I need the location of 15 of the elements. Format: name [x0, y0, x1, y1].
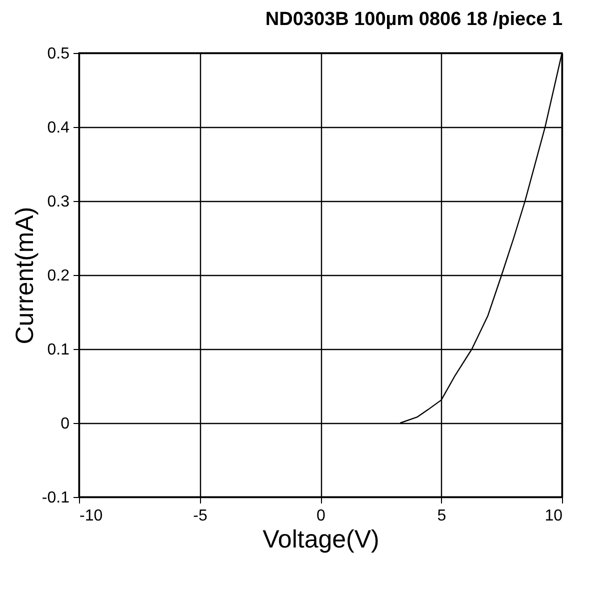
- y-tick-label: 0.3: [47, 194, 70, 210]
- y-tick-label: 0.2: [47, 268, 70, 284]
- y-tick-label: 0: [60, 416, 70, 432]
- x-tick-label: -5: [193, 508, 208, 524]
- y-tick-label: 0.4: [47, 120, 70, 136]
- y-axis-title: Current(mA): [10, 206, 39, 344]
- x-axis-title: Voltage(V): [262, 526, 380, 554]
- y-tick-label: 0.1: [47, 342, 70, 358]
- y-tick-label: 0.5: [47, 46, 70, 62]
- x-tick-label: 5: [437, 508, 446, 524]
- chart-title: ND0303B 100µm 0806 18 /piece 1: [265, 9, 564, 30]
- x-tick-label: -10: [80, 508, 103, 524]
- x-tick-label: 10: [544, 508, 563, 524]
- x-tick-label: 0: [316, 508, 326, 524]
- y-tick-label: -0.1: [42, 490, 70, 506]
